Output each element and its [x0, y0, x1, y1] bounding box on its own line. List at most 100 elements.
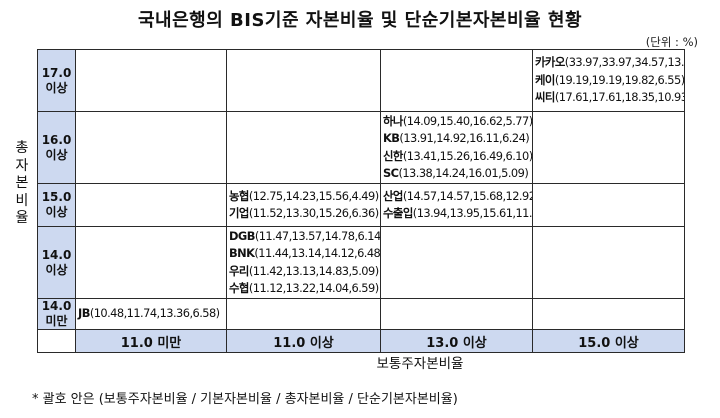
- matrix-row: 16.0 이상 하나(14.09,15.40,16.62,5.77) KB(13.91…: [37, 111, 685, 184]
- y-axis-char: 비: [15, 192, 29, 209]
- bank-entry: JB(10.48,11.74,13.36,6.58): [78, 305, 226, 323]
- y-axis-char: 총: [15, 140, 29, 156]
- bank-name: KB: [383, 131, 400, 145]
- row-header: 17.0 이상: [37, 49, 76, 112]
- x-axis-label: 보통주자본비율: [376, 356, 464, 372]
- matrix-cell: [532, 183, 685, 227]
- page-title: 국내은행의 BIS기준 자본비율 및 단순기본자본비율 현황: [137, 10, 583, 31]
- row-header-line: 이상: [45, 262, 68, 277]
- footnote: * 괄호 안은 (보통주자본비율 / 기본자본비율 / 총자본비율 / 단순기본…: [32, 392, 458, 407]
- matrix-cell: [226, 298, 381, 330]
- column-header: 15.0 이상: [532, 329, 685, 353]
- matrix-cell: DGB(11.47,13.57,14.78,6.14) BNK(11.44,13.…: [226, 226, 381, 299]
- bank-entry: 카카오(33.97,33.97,34.57,13.92): [535, 54, 684, 72]
- bank-entry: 하나(14.09,15.40,16.62,5.77): [383, 113, 532, 131]
- row-header: 14.0 이상: [37, 226, 76, 299]
- bank-entry: SC(13.38,14.24,16.01,5.09): [383, 165, 532, 183]
- matrix-row: 15.0 이상 농협(12.75,14.23,15.56,4.49) 기업(11.52…: [37, 183, 685, 227]
- bank-entry: BNK(11.44,13.14,14.12,6.48): [229, 245, 380, 263]
- bank-ratios: (13.91,14.92,16.11,6.24): [399, 131, 530, 145]
- row-header-line: 16.0: [41, 132, 72, 147]
- column-header: 13.0 이상: [380, 329, 533, 353]
- matrix-cell: 하나(14.09,15.40,16.62,5.77) KB(13.91,14.92…: [380, 111, 533, 184]
- bank-name: 기업: [229, 206, 249, 220]
- bank-name: BNK: [229, 246, 255, 260]
- matrix-cell: [75, 226, 227, 299]
- bank-name: 신한: [383, 148, 403, 163]
- bank-entry: 케이(19.19,19.19,19.82,6.55): [535, 72, 684, 90]
- matrix-cell: [380, 49, 533, 112]
- bank-name: 우리: [229, 263, 249, 278]
- bank-entry: 신한(13.41,15.26,16.49,6.10): [383, 148, 532, 166]
- bank-ratios: (17.61,17.61,18.35,10.93): [554, 90, 685, 105]
- row-header-line: 14.0: [41, 247, 72, 262]
- matrix-cell: 농협(12.75,14.23,15.56,4.49) 기업(11.52,13.30…: [226, 183, 381, 227]
- column-header-row: 11.0 미만 11.0 이상 13.0 이상 15.0 이상: [37, 329, 685, 353]
- y-axis-char: 본: [15, 175, 29, 191]
- bank-name: SC: [383, 166, 399, 180]
- matrix-cell: [532, 111, 685, 184]
- bank-ratios: (10.48,11.74,13.36,6.58): [89, 306, 220, 321]
- bank-ratios: (13.41,15.26,16.49,6.10): [402, 148, 533, 163]
- bank-name: 씨티: [535, 90, 555, 105]
- matrix-row: 14.0 미만 JB(10.48,11.74,13.36,6.58): [37, 298, 685, 330]
- bank-ratios: (11.47,13.57,14.78,6.14): [254, 228, 381, 243]
- bank-ratios: (11.52,13.30,15.26,6.36): [248, 206, 379, 220]
- matrix-cell: [75, 49, 227, 112]
- row-header-line: 15.0: [41, 190, 72, 204]
- bank-ratios: (19.19,19.19,19.82,6.55): [554, 72, 685, 87]
- matrix-cell: [532, 226, 685, 299]
- row-header-line: 이상: [45, 205, 68, 219]
- bank-ratios: (13.94,13.95,15.61,11.65): [412, 206, 532, 220]
- bank-entry: 기업(11.52,13.30,15.26,6.36): [229, 205, 380, 223]
- y-axis-char: 율: [15, 210, 29, 226]
- bank-entry: 수협(11.12,13.22,14.04,6.59): [229, 280, 380, 298]
- matrix-row: 17.0이상 카카오(33.97,33.97,34.57,13.92)케이(19.…: [37, 49, 685, 112]
- matrix-cell: JB(10.48,11.74,13.36,6.58): [75, 298, 227, 330]
- matrix-cell: [226, 49, 381, 112]
- matrix-cell: 카카오(33.97,33.97,34.57,13.92)케이(19.19,19.…: [532, 49, 685, 112]
- matrix-cell: [75, 111, 227, 184]
- matrix-cell: [75, 183, 227, 227]
- row-header-line: 이상: [45, 147, 68, 162]
- row-header: 14.0 미만: [37, 298, 76, 330]
- bank-ratios: (11.12,13.22,14.04,6.59): [248, 281, 379, 295]
- column-header: 11.0 이상: [226, 329, 381, 353]
- bank-ratios: (12.75,14.23,15.56,4.49): [248, 188, 379, 203]
- row-header-line: 14.0: [41, 299, 72, 313]
- matrix-cell: 산업(14.57,14.57,15.68,12.92) 수출입(13.94,13.…: [380, 183, 533, 227]
- bank-ratios: (11.44,13.14,14.12,6.48): [254, 246, 381, 260]
- bank-entry: 씨티(17.61,17.61,18.35,10.93): [535, 89, 684, 107]
- ratio-matrix-table: 17.0이상카카오(33.97,33.97,34.57,13.92)케이(19.…: [37, 49, 685, 353]
- bank-ratios: (14.09,15.40,16.62,5.77): [402, 113, 533, 128]
- y-axis-label: 총 자 본 비 율: [14, 140, 30, 228]
- bank-name: 수협: [229, 281, 249, 295]
- bank-name: 케이: [535, 72, 555, 87]
- bank-ratios: (13.38,14.24,16.01,5.09): [398, 166, 529, 180]
- bank-ratios: (11.42,13.13,14.83,5.09): [248, 263, 379, 278]
- matrix-cell: [532, 298, 685, 330]
- bank-name: JB: [78, 306, 90, 321]
- matrix-row: 14.0 이상 DGB(11.47,13.57,14.78,6.14) BNK(11.…: [37, 226, 685, 299]
- row-header: 15.0 이상: [37, 183, 76, 227]
- bank-ratios: (14.57,14.57,15.68,12.92): [402, 188, 533, 203]
- bank-name: 산업: [383, 188, 403, 203]
- matrix-cell: [380, 226, 533, 299]
- y-axis-char: 자: [15, 157, 29, 174]
- row-header-line: 미만: [45, 314, 68, 328]
- bank-name: 하나: [383, 113, 403, 128]
- row-header: 16.0 이상: [37, 111, 76, 184]
- bank-entry: 수출입(13.94,13.95,15.61,11.65): [383, 205, 532, 223]
- bank-entry: 산업(14.57,14.57,15.68,12.92): [383, 188, 532, 206]
- bank-ratios: (33.97,33.97,34.57,13.92): [564, 55, 684, 70]
- matrix-cell: [380, 298, 533, 330]
- bank-entry: DGB(11.47,13.57,14.78,6.14): [229, 228, 380, 246]
- row-header-line: 17.0: [41, 65, 72, 80]
- bank-name: DGB: [229, 228, 255, 243]
- bank-name: 수출입: [383, 206, 413, 220]
- corner-cell: [37, 329, 76, 353]
- bank-entry: 농협(12.75,14.23,15.56,4.49): [229, 188, 380, 206]
- bank-entry: KB(13.91,14.92,16.11,6.24): [383, 130, 532, 148]
- unit-label: (단위 : %): [645, 35, 698, 49]
- row-header-line: 이상: [45, 80, 68, 95]
